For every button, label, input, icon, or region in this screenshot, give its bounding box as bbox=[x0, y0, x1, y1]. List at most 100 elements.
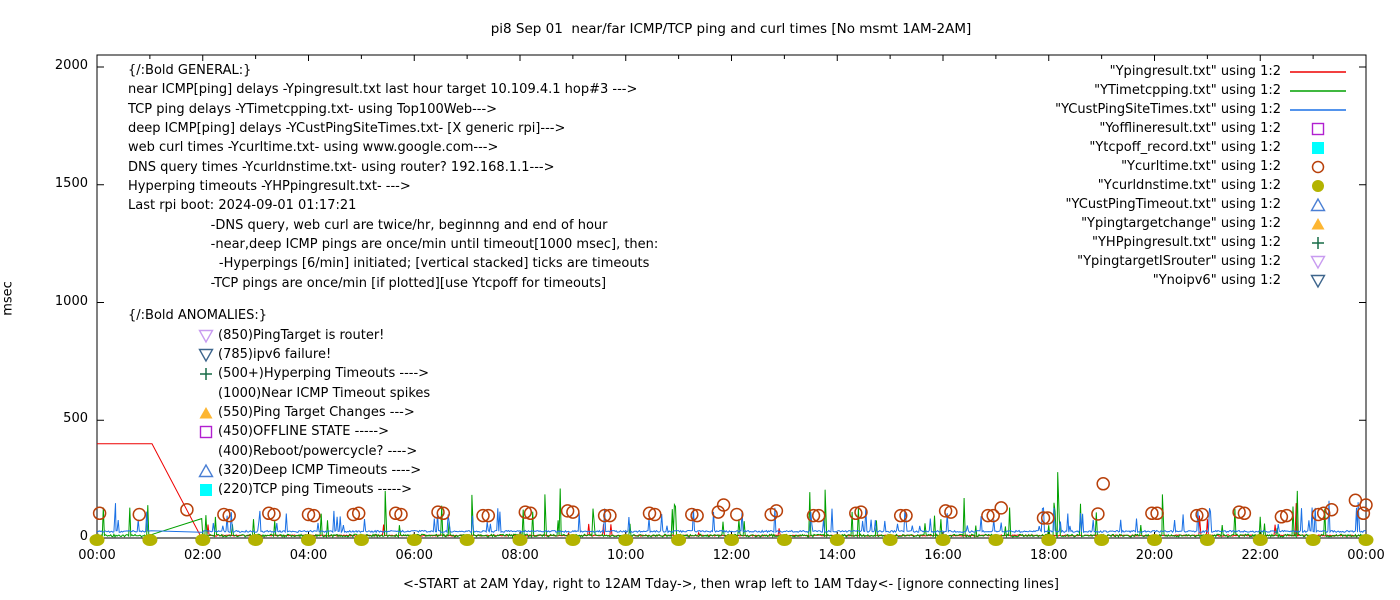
curl-time-point bbox=[981, 508, 995, 523]
anomaly-text: (320)Deep ICMP Timeouts ----> bbox=[218, 462, 422, 478]
dns-time-point bbox=[406, 534, 422, 546]
legend-item: "Yofflineresult.txt" using 1:2 bbox=[1055, 119, 1348, 138]
curl-time-point bbox=[267, 507, 281, 522]
legend-item: "Ypingtargetchange" using 1:2 bbox=[1055, 214, 1348, 233]
x-tick-label: 02:00 bbox=[184, 548, 222, 563]
curl-time-point bbox=[92, 506, 107, 521]
curl-time-point bbox=[222, 508, 236, 523]
anomaly-item: (500+)Hyperping Timeouts ----> bbox=[128, 364, 430, 383]
legend-item: "YTimetcpping.txt" using 1:2 bbox=[1055, 81, 1348, 100]
curl-time-point bbox=[481, 508, 496, 523]
curl-time-point bbox=[476, 508, 490, 523]
legend-label: "YCustPingSiteTimes.txt" using 1:2 bbox=[1055, 102, 1281, 117]
x-tick-label: 22:00 bbox=[1241, 548, 1279, 563]
general-line: -DNS query, web curl are twice/hr, begin… bbox=[128, 217, 608, 233]
curl-time-point bbox=[1190, 508, 1204, 523]
dns-time-point bbox=[671, 534, 687, 546]
curl-time-point bbox=[566, 505, 580, 519]
curl-time-point bbox=[811, 508, 826, 523]
x-tick-label: 04:00 bbox=[289, 548, 328, 563]
legend-label: "Ycurldnstime.txt" using 1:2 bbox=[1097, 178, 1281, 193]
curl-time-point bbox=[1145, 506, 1159, 521]
curl-time-point bbox=[436, 506, 451, 521]
plus-icon bbox=[1312, 236, 1324, 249]
x-tick-label: 14:00 bbox=[818, 548, 856, 563]
legend-item: "Ycurldnstime.txt" using 1:2 bbox=[1055, 176, 1348, 195]
general-line: near ICMP[ping] delays -Ypingresult.txt … bbox=[128, 82, 638, 98]
x-tick-label: 06:00 bbox=[395, 548, 433, 563]
anomaly-text: (550)Ping Target Changes ---> bbox=[218, 404, 415, 420]
dns-time-point bbox=[1252, 534, 1268, 546]
square-filled-icon bbox=[1312, 141, 1324, 154]
curl-time-point bbox=[806, 508, 821, 523]
line-icon bbox=[1290, 70, 1346, 73]
no-icon bbox=[198, 385, 215, 402]
curl-time-point bbox=[603, 508, 617, 523]
anomaly-triangle-down-open-icon bbox=[198, 348, 214, 363]
legend-label: "Yofflineresult.txt" using 1:2 bbox=[1099, 121, 1281, 136]
dns-time-point bbox=[512, 534, 528, 546]
curl-time-point bbox=[560, 504, 575, 518]
curl-time-point bbox=[1274, 510, 1289, 524]
anomaly-square-filled-icon bbox=[200, 484, 212, 497]
dns-time-point bbox=[1199, 534, 1215, 546]
curl-time-point bbox=[1096, 477, 1110, 491]
general-line: -Hyperpings [6/min] initiated; [vertical… bbox=[128, 256, 650, 272]
legend-label: "YTimetcpping.txt" using 1:2 bbox=[1094, 83, 1281, 98]
dns-time-point bbox=[1094, 534, 1110, 546]
anomaly-text: (500+)Hyperping Timeouts ----> bbox=[218, 366, 430, 382]
general-line: Hyperping timeouts -YHPpingresult.txt- -… bbox=[128, 179, 411, 195]
curl-time-point bbox=[523, 506, 538, 521]
legend-label: "YpingtargetISrouter" using 1:2 bbox=[1077, 254, 1281, 269]
general-line: -near,deep ICMP pings are once/min until… bbox=[128, 237, 659, 253]
anomaly-item: (400)Reboot/powercycle? ----> bbox=[128, 441, 430, 460]
legend-label: "YHPpingresult.txt" using 1:2 bbox=[1092, 235, 1281, 250]
general-line: web curl times -Ycurltime.txt- using www… bbox=[128, 140, 499, 156]
legend-label: "Ypingresult.txt" using 1:2 bbox=[1109, 64, 1281, 79]
legend-item: "YCustPingTimeout.txt" using 1:2 bbox=[1055, 195, 1348, 214]
anomaly-text: (850)PingTarget is router! bbox=[218, 327, 385, 343]
curl-time-point bbox=[518, 505, 533, 519]
triangle-up-filled-icon bbox=[1311, 217, 1325, 229]
y-tick-label: 500 bbox=[63, 411, 88, 427]
legend: "Ypingresult.txt" using 1:2 "YTimetcpping… bbox=[1055, 62, 1348, 290]
anomaly-item: (785)ipv6 failure! bbox=[128, 345, 430, 364]
general-annotation-block: {/:Bold GENERAL:} near ICMP[ping] delays… bbox=[128, 61, 658, 293]
curl-time-point bbox=[893, 508, 908, 523]
curl-time-point bbox=[899, 508, 913, 523]
anomaly-items: (850)PingTarget is router! (785)ipv6 fail… bbox=[128, 325, 430, 499]
legend-label: "Ycurltime.txt" using 1:2 bbox=[1121, 159, 1281, 174]
circle-filled-icon bbox=[1312, 179, 1324, 192]
curl-time-point bbox=[1316, 506, 1331, 521]
curl-time-point bbox=[849, 506, 863, 521]
general-line: Last rpi boot: 2024-09-01 01:17:21 bbox=[128, 198, 357, 214]
anomaly-triangle-up-filled-icon bbox=[199, 406, 213, 419]
dns-time-point bbox=[1041, 534, 1057, 546]
x-axis-caption: <-START at 2AM Yday, right to 12AM Tday-… bbox=[403, 577, 1059, 592]
legend-item: "Ytcpoff_record.txt" using 1:2 bbox=[1055, 138, 1348, 157]
curl-time-point bbox=[262, 506, 276, 521]
anomaly-triangle-down-open-icon bbox=[198, 329, 214, 343]
curl-time-point bbox=[180, 502, 194, 517]
curl-time-point bbox=[1040, 511, 1055, 525]
chart-title: pi8 Sep 01 near/far ICMP/TCP ping and cu… bbox=[490, 21, 972, 37]
x-tick-label: 10:00 bbox=[607, 548, 645, 563]
curl-time-point bbox=[716, 498, 731, 512]
curl-time-point bbox=[944, 505, 958, 519]
dns-time-point bbox=[988, 534, 1004, 546]
anomaly-item: (550)Ping Target Changes ---> bbox=[128, 403, 430, 422]
curl-time-point bbox=[690, 508, 704, 523]
curl-time-point bbox=[1091, 507, 1105, 521]
dns-time-point bbox=[248, 534, 264, 546]
x-tick-label: 08:00 bbox=[501, 548, 539, 563]
triangle-down-open-icon bbox=[1310, 274, 1326, 288]
dns-time-point bbox=[829, 534, 845, 546]
legend-item: "YpingtargetISrouter" using 1:2 bbox=[1055, 252, 1348, 271]
curl-time-point bbox=[301, 507, 316, 522]
anomalies-heading: {/:Bold ANOMALIES:} bbox=[128, 308, 268, 323]
y-tick-label: 1000 bbox=[54, 293, 88, 309]
general-line: -TCP pings are once/min [if plotted][use… bbox=[128, 275, 607, 291]
curl-time-point bbox=[1150, 506, 1164, 521]
dns-time-point bbox=[353, 534, 369, 546]
x-tick-label: 00:00 bbox=[1347, 548, 1385, 563]
